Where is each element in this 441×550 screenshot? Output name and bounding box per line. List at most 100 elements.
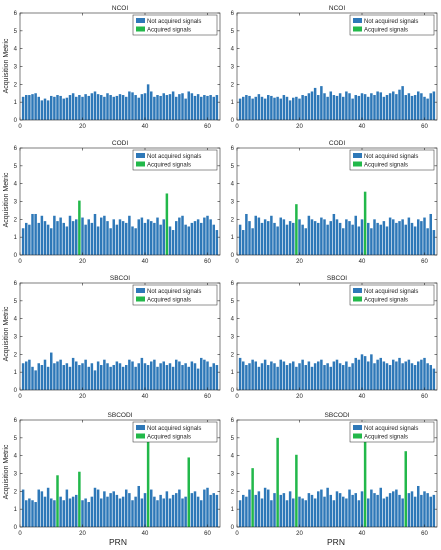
x-tick-label: 20 <box>296 394 303 400</box>
bar-not-acquired <box>156 366 159 390</box>
y-tick-label: 5 <box>231 299 235 305</box>
x-tick-label: 0 <box>235 394 239 400</box>
bar-not-acquired <box>354 357 357 390</box>
bar-not-acquired <box>376 91 379 120</box>
bar-not-acquired <box>279 217 282 255</box>
bar-not-acquired <box>59 496 62 527</box>
bar-not-acquired <box>432 494 436 527</box>
bar-not-acquired <box>56 95 59 120</box>
legend-label: Acquired signals <box>364 162 408 168</box>
bar-acquired <box>276 437 279 527</box>
y-tick-label: 6 <box>14 11 18 17</box>
y-tick-label: 3 <box>14 472 18 478</box>
bar-not-acquired <box>307 215 311 255</box>
bar-not-acquired <box>392 359 395 390</box>
bar-not-acquired <box>75 219 78 255</box>
bar-not-acquired <box>320 359 323 390</box>
y-tick-label: 2 <box>231 352 235 358</box>
chart-title: SBCODI <box>325 412 350 419</box>
bar-not-acquired <box>181 365 184 390</box>
bar-not-acquired <box>203 95 206 120</box>
bar-not-acquired <box>332 500 336 527</box>
bar-not-acquired <box>354 215 357 255</box>
bar-not-acquired <box>298 98 301 120</box>
bar-not-acquired <box>137 219 140 255</box>
bar-not-acquired <box>332 361 336 390</box>
bar-not-acquired <box>270 361 273 390</box>
bar-not-acquired <box>40 100 44 120</box>
x-tick-label: 0 <box>235 531 239 537</box>
bar-not-acquired <box>50 95 53 120</box>
bar-not-acquired <box>317 361 320 390</box>
bar-not-acquired <box>248 363 251 390</box>
bar-not-acquired <box>401 86 404 120</box>
bar-not-acquired <box>25 361 28 390</box>
bar-not-acquired <box>143 493 147 527</box>
bar-acquired <box>78 200 81 255</box>
x-tick-label: 0 <box>18 531 22 537</box>
bar-not-acquired <box>71 221 75 255</box>
bar-not-acquired <box>401 363 404 390</box>
bar-not-acquired <box>203 489 206 527</box>
bar-not-acquired <box>323 93 326 120</box>
bar-not-acquired <box>50 352 53 390</box>
bar-not-acquired <box>317 222 320 255</box>
bar-not-acquired <box>263 219 267 255</box>
bar-not-acquired <box>379 357 382 390</box>
bar-not-acquired <box>84 94 87 120</box>
bar-not-acquired <box>112 491 115 527</box>
y-tick-label: 1 <box>231 507 235 513</box>
y-tick-label: 4 <box>231 47 235 53</box>
bar-not-acquired <box>71 93 75 120</box>
bar-not-acquired <box>360 354 364 390</box>
bar-not-acquired <box>215 230 219 255</box>
bar-not-acquired <box>376 494 379 527</box>
xlabel-left: PRN <box>109 537 127 547</box>
x-tick-label: 20 <box>296 124 303 130</box>
legend-label: Acquired signals <box>147 162 191 168</box>
bar-not-acquired <box>360 219 364 255</box>
bar-not-acquired <box>335 491 339 527</box>
x-tick-label: 60 <box>204 394 211 400</box>
y-tick-label: 6 <box>14 418 18 424</box>
bar-not-acquired <box>109 228 112 255</box>
bar-not-acquired <box>203 217 206 255</box>
bar-not-acquired <box>53 500 56 527</box>
bar-not-acquired <box>65 489 69 527</box>
bar-not-acquired <box>279 98 282 120</box>
legend-box <box>349 149 435 171</box>
bar-acquired <box>187 457 190 527</box>
bar-not-acquired <box>307 361 311 390</box>
chart-title: CODI <box>329 140 345 147</box>
legend-box <box>349 14 435 36</box>
bar-not-acquired <box>165 365 169 390</box>
y-tick-label: 3 <box>14 200 18 206</box>
bar-not-acquired <box>146 365 150 390</box>
x-tick-label: 60 <box>421 531 428 537</box>
bar-not-acquired <box>128 493 131 527</box>
bar-not-acquired <box>288 363 292 390</box>
bar-not-acquired <box>65 97 69 120</box>
bar-not-acquired <box>131 361 134 390</box>
x-tick-label: 60 <box>204 124 211 130</box>
bar-not-acquired <box>168 498 172 527</box>
bar-not-acquired <box>338 93 342 120</box>
bar-not-acquired <box>181 93 184 120</box>
bar-not-acquired <box>21 96 25 120</box>
bar-not-acquired <box>175 359 178 390</box>
bar-not-acquired <box>46 366 50 390</box>
x-tick-label: 0 <box>235 124 239 130</box>
bar-not-acquired <box>313 363 317 390</box>
bar-not-acquired <box>260 96 264 120</box>
bar-not-acquired <box>171 91 175 120</box>
bar-not-acquired <box>379 487 382 527</box>
x-tick-label: 20 <box>79 259 86 265</box>
bar-not-acquired <box>187 91 190 120</box>
y-tick-label: 4 <box>231 317 235 323</box>
bar-not-acquired <box>43 496 47 527</box>
bar-not-acquired <box>90 496 94 527</box>
y-tick-label: 1 <box>231 100 235 106</box>
